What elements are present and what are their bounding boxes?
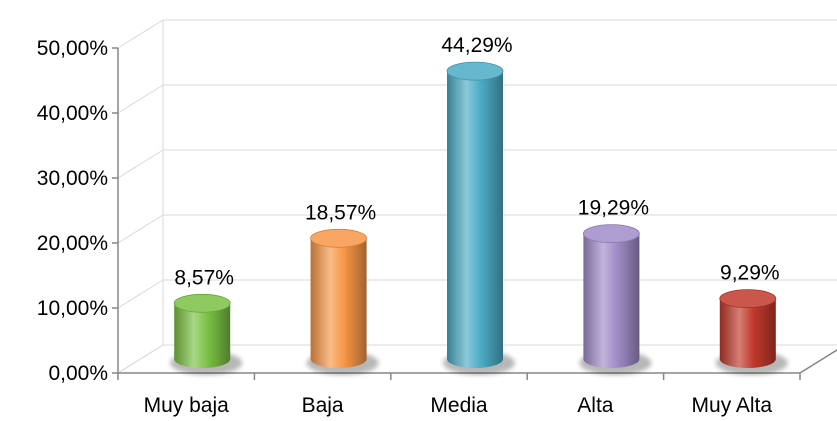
y-tick-label: 50,00% [37,37,108,60]
bar-top [719,289,777,309]
bar-baja [306,228,379,375]
x-tick-label: Baja [302,394,344,417]
gridline-depth [117,344,164,374]
gridline-depth [117,279,164,309]
y-tick-label: 0,00% [48,362,108,385]
gridline-depth [117,214,164,244]
bar [583,233,640,368]
bar-top [583,224,640,244]
gridline-depth [117,149,164,179]
data-label: 9,29% [720,262,780,285]
gridline-depth [117,84,164,114]
bar [174,303,231,368]
data-label: 8,57% [174,266,234,289]
data-label: 18,57% [305,201,376,224]
bars [170,61,788,375]
data-label: 44,29% [441,34,512,57]
x-tick-label: Muy baja [144,394,230,417]
bar-alta [579,224,652,375]
bar-top [173,293,231,313]
y-tick-label: 30,00% [37,167,108,190]
x-tick-label: Muy Alta [692,394,773,417]
bar-muy-alta [715,289,788,375]
y-tick-label: 10,00% [37,297,108,320]
bar-muy-baja [170,293,243,375]
bar-top [310,228,368,248]
x-tick-label: Media [430,394,488,417]
data-label: 19,29% [578,197,649,220]
axes [112,47,837,380]
gridline-depth [117,19,164,49]
x-tick-label: Alta [577,394,614,417]
y-tick-label: 40,00% [37,102,108,125]
labels: 0,00% 10,00% 20,00% 30,00% 40,00% 50,00% 8,57%… [37,34,780,417]
bar-media [443,61,515,375]
bar [719,298,776,368]
bar [310,238,367,368]
bar [447,71,503,369]
y-tick-label: 20,00% [37,232,108,255]
x-axis-depth-line [799,349,837,374]
bar-top [446,61,504,81]
gridlines [117,19,837,374]
